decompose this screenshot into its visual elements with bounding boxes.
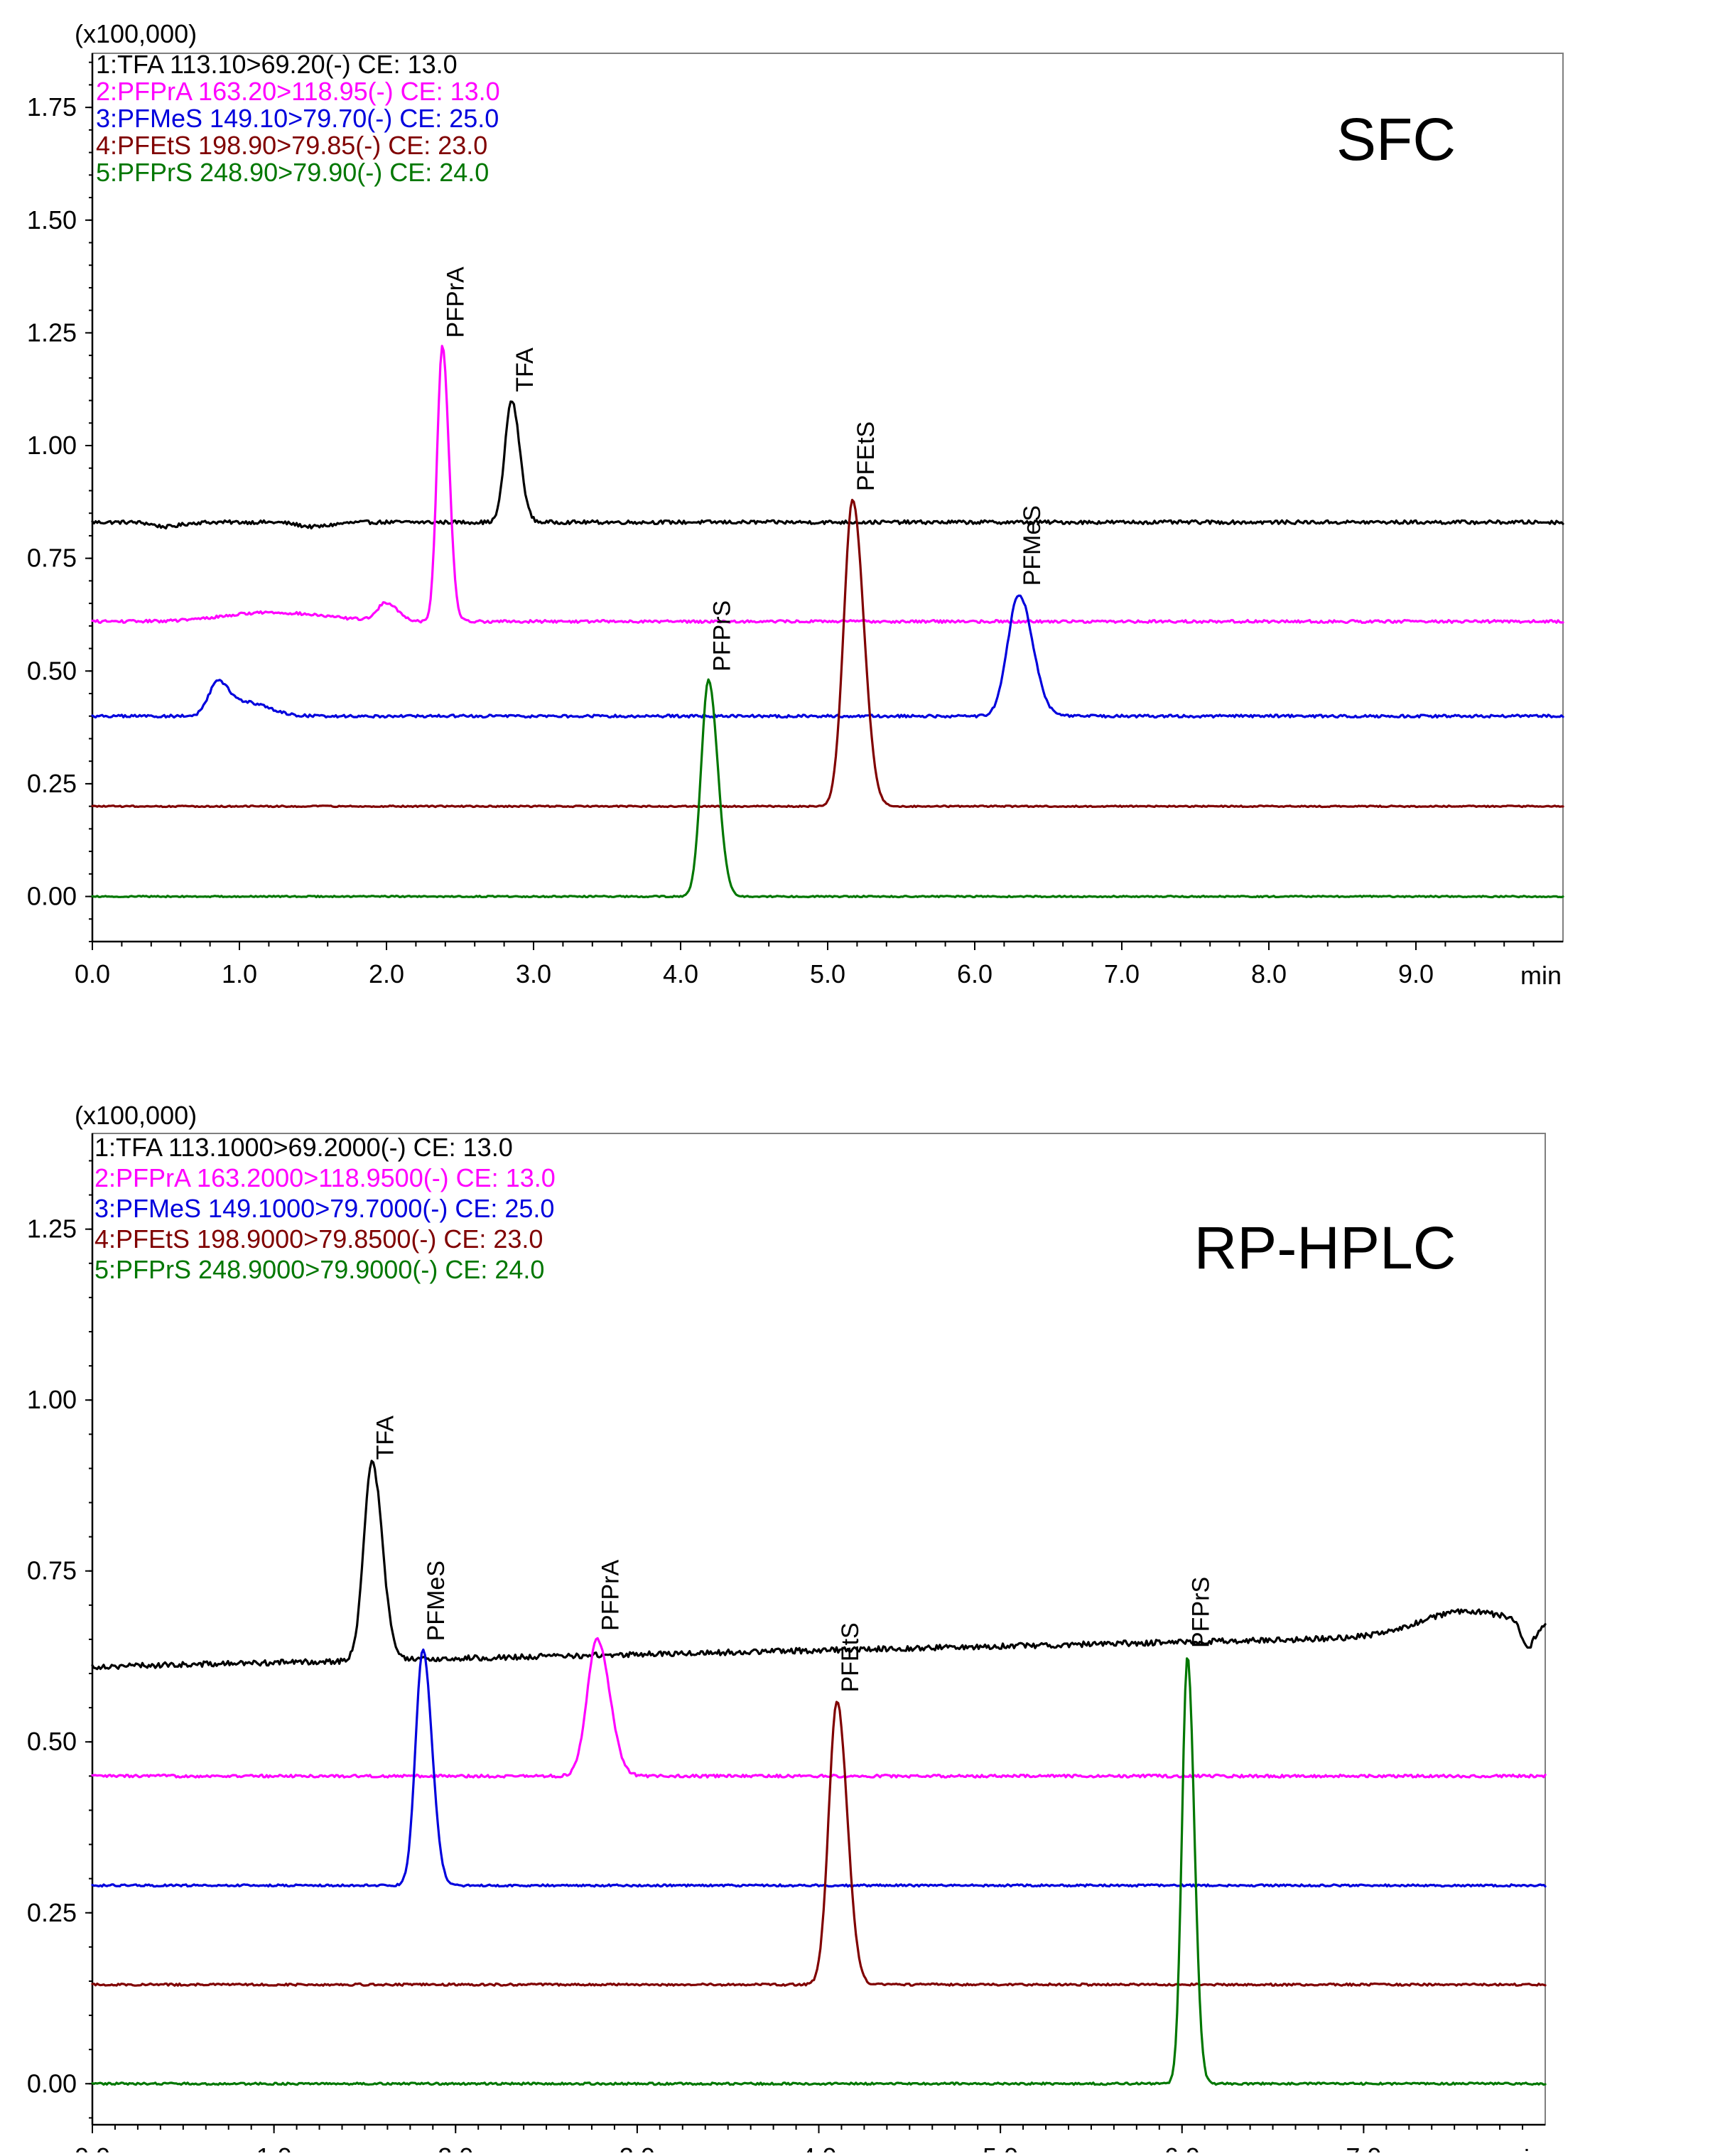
legend-entry: 1:TFA 113.1000>69.2000(-) CE: 13.0 <box>94 1133 513 1162</box>
x-tick-label: 0.0 <box>75 2142 110 2152</box>
peak-label: PFPrA <box>443 266 470 338</box>
trace-series-4 <box>91 1700 1547 1987</box>
legend-entry: 5:PFPrS 248.9000>79.9000(-) CE: 24.0 <box>94 1255 544 1284</box>
method-title: SFC <box>1336 106 1456 173</box>
x-tick-label: 7.0 <box>1104 959 1140 988</box>
trace-series-3 <box>91 1648 1547 1888</box>
y-tick-label: 1.00 <box>27 431 77 460</box>
y-tick-label: 0.00 <box>27 882 77 911</box>
legend-entry: 1:TFA 113.10>69.20(-) CE: 13.0 <box>96 50 458 79</box>
y-tick-label: 0.75 <box>27 1556 77 1585</box>
x-tick-label: 4.0 <box>663 959 698 988</box>
y-tick-label: 1.75 <box>27 92 77 122</box>
y-tick-label: 0.50 <box>27 656 77 685</box>
y-tick-label: 1.00 <box>27 1385 77 1414</box>
legend-entry: 2:PFPrA 163.20>118.95(-) CE: 13.0 <box>96 77 500 106</box>
y-tick-label: 1.25 <box>27 318 77 347</box>
peak-label: PFMeS <box>1019 505 1046 586</box>
legend-entry: 4:PFEtS 198.9000>79.8500(-) CE: 23.0 <box>94 1224 543 1254</box>
y-tick-label: 1.50 <box>27 205 77 235</box>
x-tick-label: 1.0 <box>222 959 257 988</box>
x-tick-label: 4.0 <box>801 2142 836 2152</box>
sfc-panel: 0.00 0.25 0.50 0.75 1.00 1.25 1.50 1.75 0.0 1.0 2.… <box>27 19 1564 990</box>
method-title: RP-HPLC <box>1194 1214 1456 1281</box>
peak-label: TFA <box>372 1416 399 1460</box>
x-tick-label: 9.0 <box>1398 959 1434 988</box>
x-tick-label: 5.0 <box>810 959 845 988</box>
x-tick-label: 8.0 <box>1251 959 1287 988</box>
y-tick-label: 0.25 <box>27 769 77 798</box>
x-tick-label: 3.0 <box>620 2142 655 2152</box>
peak-label: PFMeS <box>423 1561 450 1641</box>
y-multiplier-label: (x100,000) <box>75 1101 197 1130</box>
x-unit-label: min <box>1520 961 1562 990</box>
legend-entry: 3:PFMeS 149.10>79.70(-) CE: 25.0 <box>96 104 499 133</box>
x-tick-label: 2.0 <box>438 2142 473 2152</box>
legend-entry: 3:PFMeS 149.1000>79.7000(-) CE: 25.0 <box>94 1194 554 1223</box>
trace-series-2 <box>91 345 1564 625</box>
x-tick-label: 6.0 <box>1164 2142 1200 2152</box>
trace-series-5 <box>91 678 1564 899</box>
x-tick-label: 3.0 <box>516 959 551 988</box>
y-tick-label: 0.00 <box>27 2069 77 2098</box>
x-tick-label: 7.0 <box>1346 2142 1381 2152</box>
legend-entry: 5:PFPrS 248.90>79.90(-) CE: 24.0 <box>96 158 489 187</box>
y-tick-label: 0.25 <box>27 1898 77 1927</box>
trace-series-1 <box>91 1460 1547 1671</box>
trace-series-2 <box>91 1637 1547 1779</box>
x-unit-label: min <box>1503 2144 1544 2152</box>
trace-series-4 <box>91 498 1564 809</box>
y-tick-label: 0.75 <box>27 544 77 573</box>
trace-series-1 <box>91 400 1564 530</box>
x-tick-label: 0.0 <box>75 959 110 988</box>
peak-label: TFA <box>512 347 539 392</box>
x-tick-label: 2.0 <box>369 959 404 988</box>
x-tick-label: 6.0 <box>957 959 992 988</box>
rp-hplc-panel: 0.00 0.25 0.50 0.75 1.00 1.25 0.0 1.0 2.0 3.0 4.0 5… <box>27 1101 1547 2156</box>
x-tick-label: 5.0 <box>983 2142 1018 2152</box>
peak-label: PFPrS <box>708 600 735 672</box>
peak-label: PFPrA <box>597 1559 624 1630</box>
y-multiplier-label: (x100,000) <box>75 19 197 48</box>
trace-series-3 <box>91 594 1564 719</box>
peak-label: PFEtS <box>853 421 880 491</box>
peak-label: PFEtS <box>837 1622 864 1692</box>
legend-entry: 2:PFPrA 163.2000>118.9500(-) CE: 13.0 <box>94 1163 556 1192</box>
y-tick-label: 0.50 <box>27 1727 77 1756</box>
x-tick-label: 1.0 <box>256 2142 292 2152</box>
y-tick-label: 1.25 <box>27 1214 77 1244</box>
legend-entry: 4:PFEtS 198.90>79.85(-) CE: 23.0 <box>96 131 487 160</box>
peak-label: PFPrS <box>1187 1577 1214 1648</box>
trace-series-5 <box>91 1657 1547 2086</box>
